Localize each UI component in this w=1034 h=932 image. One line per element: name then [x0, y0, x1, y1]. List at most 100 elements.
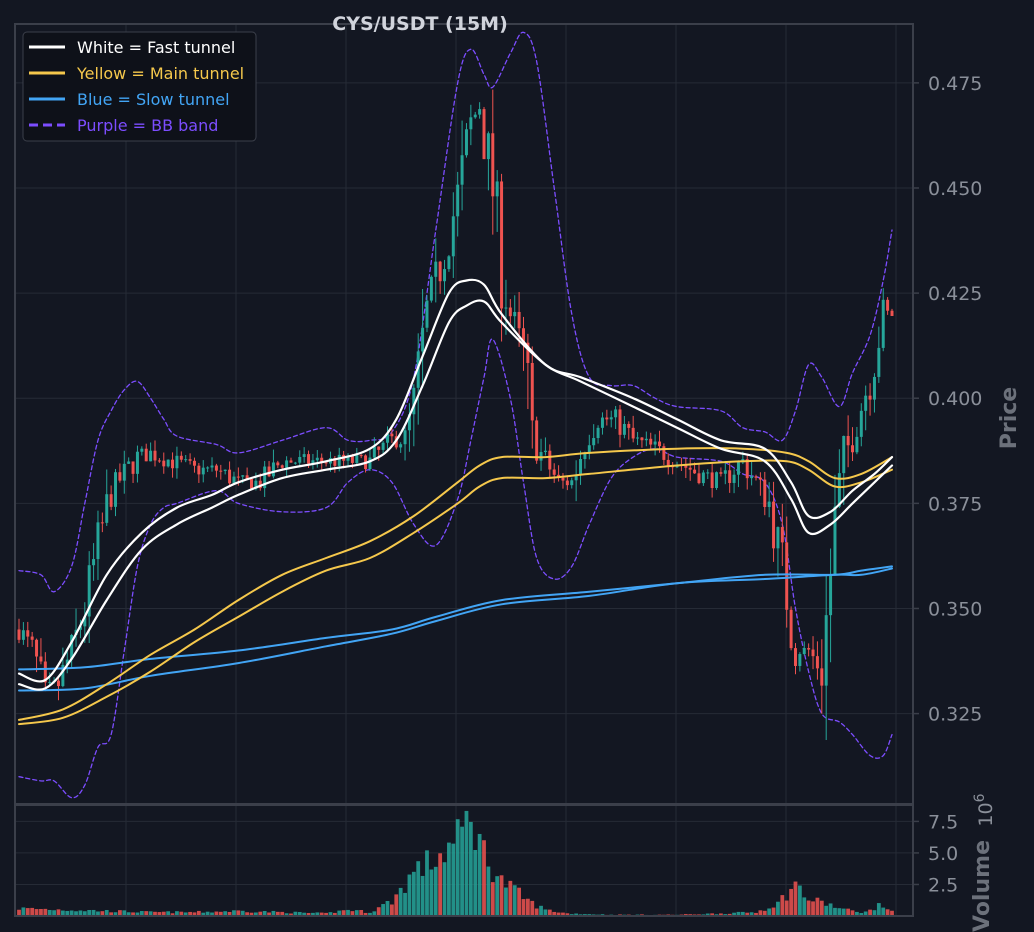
volume-bar — [451, 843, 456, 916]
candle-body — [447, 256, 451, 270]
candle-body — [522, 328, 525, 343]
candle-body — [390, 433, 394, 437]
volume-bar — [425, 850, 429, 916]
candle-body — [530, 362, 534, 421]
candle-body — [636, 437, 640, 439]
volume-bar — [876, 903, 881, 916]
volume-bar — [56, 909, 61, 916]
slow-tunnel-lower-line — [18, 567, 893, 692]
volume-bar — [109, 912, 114, 916]
volume-bar — [192, 912, 197, 916]
volume-bar — [21, 907, 26, 916]
price-tick-label: 0.375 — [928, 493, 982, 515]
candle-body — [662, 446, 666, 460]
candle-body — [815, 656, 819, 669]
volume-bar — [833, 907, 837, 916]
volume-bar — [249, 912, 254, 916]
candle-body — [263, 466, 267, 489]
volume-bar — [183, 912, 188, 916]
candle-body — [70, 635, 74, 660]
candle-body — [627, 423, 631, 428]
candle-body — [17, 629, 21, 640]
volume-bar — [705, 913, 710, 916]
volume-bar — [381, 904, 386, 916]
volume-bar — [328, 912, 333, 916]
volume-bar — [78, 910, 83, 916]
volume-tick-label: 7.5 — [928, 811, 958, 833]
volume-bar — [179, 911, 184, 916]
candle-body — [868, 395, 872, 400]
candle-body — [500, 181, 504, 309]
volume-bar — [25, 908, 30, 916]
volume-bar — [547, 909, 552, 916]
volume-bar — [34, 909, 39, 916]
volume-bar — [789, 888, 793, 916]
candle-body — [315, 457, 319, 461]
volume-bar — [872, 910, 877, 916]
legend-entry-label: White = Fast tunnel — [77, 38, 235, 57]
candle-body — [96, 522, 100, 560]
volume-bar — [47, 909, 52, 916]
candle-body — [723, 470, 727, 474]
candle-body — [587, 445, 591, 453]
volume-bar — [561, 912, 565, 916]
volume-bar — [745, 912, 750, 916]
candle-body — [350, 455, 354, 463]
volume-bar — [411, 871, 416, 916]
volume-bar — [793, 881, 798, 916]
candle-body — [372, 446, 376, 458]
volume-bar — [82, 911, 87, 916]
slow-tunnel-upper-line — [18, 565, 893, 671]
candle-body — [750, 476, 754, 479]
candle-body — [56, 680, 60, 687]
candle-body — [754, 476, 758, 478]
candle-body — [622, 423, 626, 435]
volume-bar — [732, 912, 736, 916]
candle-body — [280, 465, 284, 468]
candle-body — [355, 455, 359, 463]
candle-body — [346, 455, 350, 461]
price-tick-label: 0.400 — [928, 388, 982, 410]
volume-bar — [359, 909, 364, 916]
price-tick-label: 0.475 — [928, 73, 982, 95]
volume-bar — [196, 910, 201, 916]
price-tick-label: 0.325 — [928, 704, 982, 726]
volume-bar — [859, 913, 864, 916]
volume-bar — [828, 903, 833, 916]
volume-bar — [552, 911, 557, 916]
volume-bar — [403, 892, 407, 916]
volume-bar — [170, 913, 175, 916]
volume-bar — [368, 912, 372, 916]
candle-body — [166, 459, 170, 467]
candle-body — [333, 458, 337, 466]
candle-body — [35, 639, 39, 657]
volume-bar — [297, 912, 302, 916]
candle-body — [83, 616, 87, 627]
volume-bar — [495, 876, 500, 916]
candle-body — [833, 506, 837, 576]
candle-body — [443, 269, 447, 282]
volume-bar — [521, 899, 526, 916]
volume-bar — [188, 911, 192, 916]
candle-body — [745, 459, 749, 479]
volume-bar — [148, 911, 153, 916]
candle-body — [824, 615, 828, 686]
candle-body — [504, 307, 508, 309]
volume-bar — [17, 909, 21, 916]
candle-body — [710, 472, 714, 488]
candle-body — [149, 450, 153, 462]
candle-body — [719, 472, 723, 474]
candle-body — [684, 465, 688, 468]
candle-body — [285, 460, 289, 468]
volume-bar — [499, 875, 504, 916]
volume-bar — [100, 911, 105, 916]
volume-bar — [341, 910, 346, 916]
candle-body — [820, 668, 824, 686]
candle-body — [491, 133, 495, 197]
volume-bar — [824, 905, 829, 916]
candle-body — [464, 129, 468, 156]
volume-bar — [447, 842, 451, 916]
volume-bar — [161, 911, 166, 916]
candle-body — [460, 155, 464, 185]
volume-tick-label: 5.0 — [928, 843, 958, 865]
